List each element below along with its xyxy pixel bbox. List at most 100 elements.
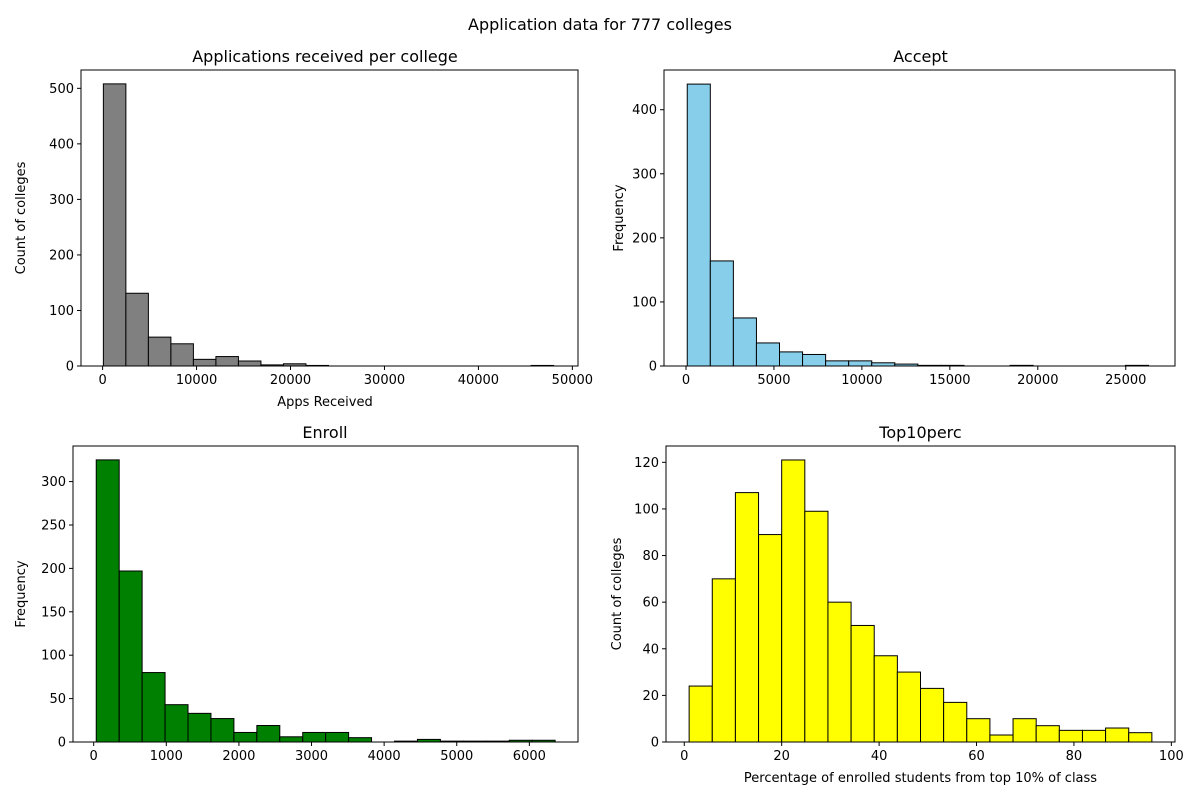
y-tick-label: 100: [49, 304, 74, 319]
histogram-bar: [102, 83, 127, 367]
histogram-bar: [1128, 732, 1153, 743]
x-tick-label: 80: [1066, 749, 1083, 764]
histogram-bar: [118, 570, 143, 743]
panel-accept: Accept Frequency 0 5000 10000 15000 20000 250…: [612, 47, 1176, 388]
y-tick-label: 40: [642, 642, 659, 657]
x-axis-label: Apps Received: [277, 395, 372, 410]
y-tick-label: 150: [41, 605, 66, 620]
histogram-bar: [802, 353, 827, 367]
x-tick-label: 20: [773, 749, 790, 764]
histogram-bar: [804, 510, 829, 743]
histogram-bar: [302, 731, 327, 743]
y-axis-label: Count of colleges: [14, 161, 29, 274]
x-tick-label: 25000: [1105, 373, 1146, 388]
x-tick-label: 15000: [929, 373, 970, 388]
axes-frame: [663, 69, 1176, 367]
x-tick-label: 0: [680, 749, 688, 764]
y-tick-label: 60: [642, 596, 659, 611]
y-axis-label: Frequency: [612, 184, 627, 251]
y-tick-label: 50: [49, 692, 66, 707]
histogram-bar: [1105, 727, 1130, 743]
histogram-bar: [1035, 725, 1060, 743]
histogram-bar: [896, 671, 921, 743]
y-tick-label: 0: [651, 736, 659, 751]
x-tick-label: 3000: [295, 749, 328, 764]
y-tick-label: 120: [634, 456, 659, 471]
y-tick-label: 250: [41, 518, 66, 533]
x-tick-label: 20000: [270, 373, 311, 388]
x-tick-label: 10000: [176, 373, 217, 388]
y-tick-label: 0: [58, 736, 66, 751]
histogram-bar: [686, 83, 711, 367]
x-tick-label: 5000: [440, 749, 473, 764]
histogram-bar: [95, 459, 120, 743]
x-tick-label: 10000: [841, 373, 882, 388]
x-tick-label: 5000: [757, 373, 790, 388]
x-tick-label: 1000: [150, 749, 183, 764]
histogram-bar: [850, 624, 875, 743]
panel-title: Top10perc: [878, 423, 961, 442]
histogram-bar: [781, 459, 806, 743]
histogram-bar: [943, 701, 968, 743]
y-tick-label: 100: [41, 649, 66, 664]
x-tick-label: 0: [682, 373, 690, 388]
histogram-bar: [125, 292, 149, 367]
histogram-bar: [237, 360, 262, 367]
histogram-bar: [779, 351, 804, 367]
axes-frame: [72, 445, 579, 743]
x-tick-label: 0: [98, 373, 106, 388]
y-tick-label: 0: [66, 360, 74, 375]
histogram-bar: [141, 672, 166, 743]
histogram-bar: [170, 343, 194, 367]
x-tick-label: 30000: [364, 373, 405, 388]
histogram-bar: [279, 736, 304, 743]
histogram-bar: [147, 336, 172, 367]
histogram-bar: [192, 358, 217, 367]
x-tick-label: 0: [90, 749, 98, 764]
y-axis-label: Count of colleges: [610, 537, 625, 650]
y-tick-label: 300: [41, 475, 66, 490]
histogram-bar: [755, 342, 781, 367]
histogram-bar: [848, 360, 873, 367]
histogram-bar: [1081, 729, 1107, 743]
y-tick-label: 100: [632, 295, 657, 310]
histogram-bar: [325, 731, 350, 743]
y-tick-label: 0: [649, 360, 657, 375]
histogram-bar: [920, 687, 945, 743]
histogram-bar: [348, 737, 373, 743]
histogram-bar: [164, 704, 189, 743]
y-tick-label: 200: [49, 248, 74, 263]
x-tick-label: 6000: [513, 749, 546, 764]
histogram-bar: [709, 260, 734, 367]
histogram-bar: [215, 356, 239, 367]
x-tick-label: 100: [1159, 749, 1184, 764]
histogram-bar: [734, 492, 760, 743]
y-tick-label: 200: [632, 231, 657, 246]
panel-enroll: Enroll Frequency 0 1000 2000 3000 4000 5000 60…: [14, 423, 579, 764]
histogram-bar: [966, 718, 991, 743]
histogram-bar: [758, 534, 783, 743]
panel-title: Accept: [893, 47, 948, 66]
histogram-bar: [210, 718, 235, 743]
y-tick-label: 300: [632, 167, 657, 182]
histogram-bar: [732, 317, 757, 367]
x-axis-label: Percentage of enrolled students from top…: [744, 771, 1097, 786]
histogram-bar: [711, 578, 736, 743]
panel-title: Applications received per college: [192, 47, 458, 66]
y-tick-label: 400: [632, 103, 657, 118]
x-tick-label: 50000: [552, 373, 593, 388]
panel-title: Enroll: [302, 423, 347, 442]
histogram-bar: [688, 685, 713, 743]
histogram-bar: [825, 360, 850, 367]
axes-frame: [665, 445, 1176, 743]
histogram-bar: [827, 601, 852, 743]
y-axis-label: Frequency: [14, 560, 29, 627]
figure-suptitle: Application data for 777 colleges: [468, 15, 732, 34]
x-tick-label: 2000: [222, 749, 255, 764]
x-tick-label: 40000: [458, 373, 499, 388]
histogram-bar: [1012, 718, 1037, 743]
histogram-bar: [873, 655, 898, 743]
y-tick-label: 300: [49, 193, 74, 208]
